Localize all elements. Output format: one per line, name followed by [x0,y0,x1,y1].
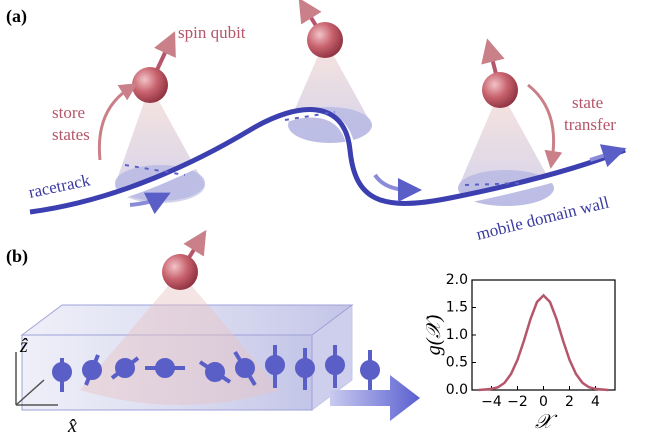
y-axis-label: g(𝒳) [423,314,445,355]
x-tick-label: 4 [591,394,600,410]
annotation: spin qubit [178,23,246,42]
annotation: racetrack [27,170,92,202]
y-tick-label: 2.0 [446,272,468,288]
annotation: transfer [564,115,616,134]
x-tick-label: −4 [481,394,502,410]
x-tick-label: 2 [565,394,574,410]
data-line [479,295,609,390]
x-axis-label: 𝒳 [535,411,558,433]
x-tick-label: 0 [539,394,548,410]
x-tick-label: −2 [507,394,528,410]
axis-label: x̂ [67,415,77,437]
y-tick-label: 1.0 [446,327,468,343]
panel-label: (b) [6,246,28,267]
y-tick-label: 1.5 [446,300,468,316]
y-tick-label: 0.0 [446,382,468,398]
y-tick-label: 0.5 [446,355,468,371]
annotation: state [572,93,603,112]
annotation: states [52,125,90,144]
panel-label: (a) [6,6,27,27]
axis-label: ẑ [19,335,28,357]
figure: (a) spin qubit store states state transf… [0,0,655,437]
annotation: store [52,103,85,122]
chart: 0.0 0.5 1.0 1.5 2.0 −4 −2 0 2 4 𝒳g(𝒳) [423,272,615,433]
wire-diagram [16,240,420,421]
